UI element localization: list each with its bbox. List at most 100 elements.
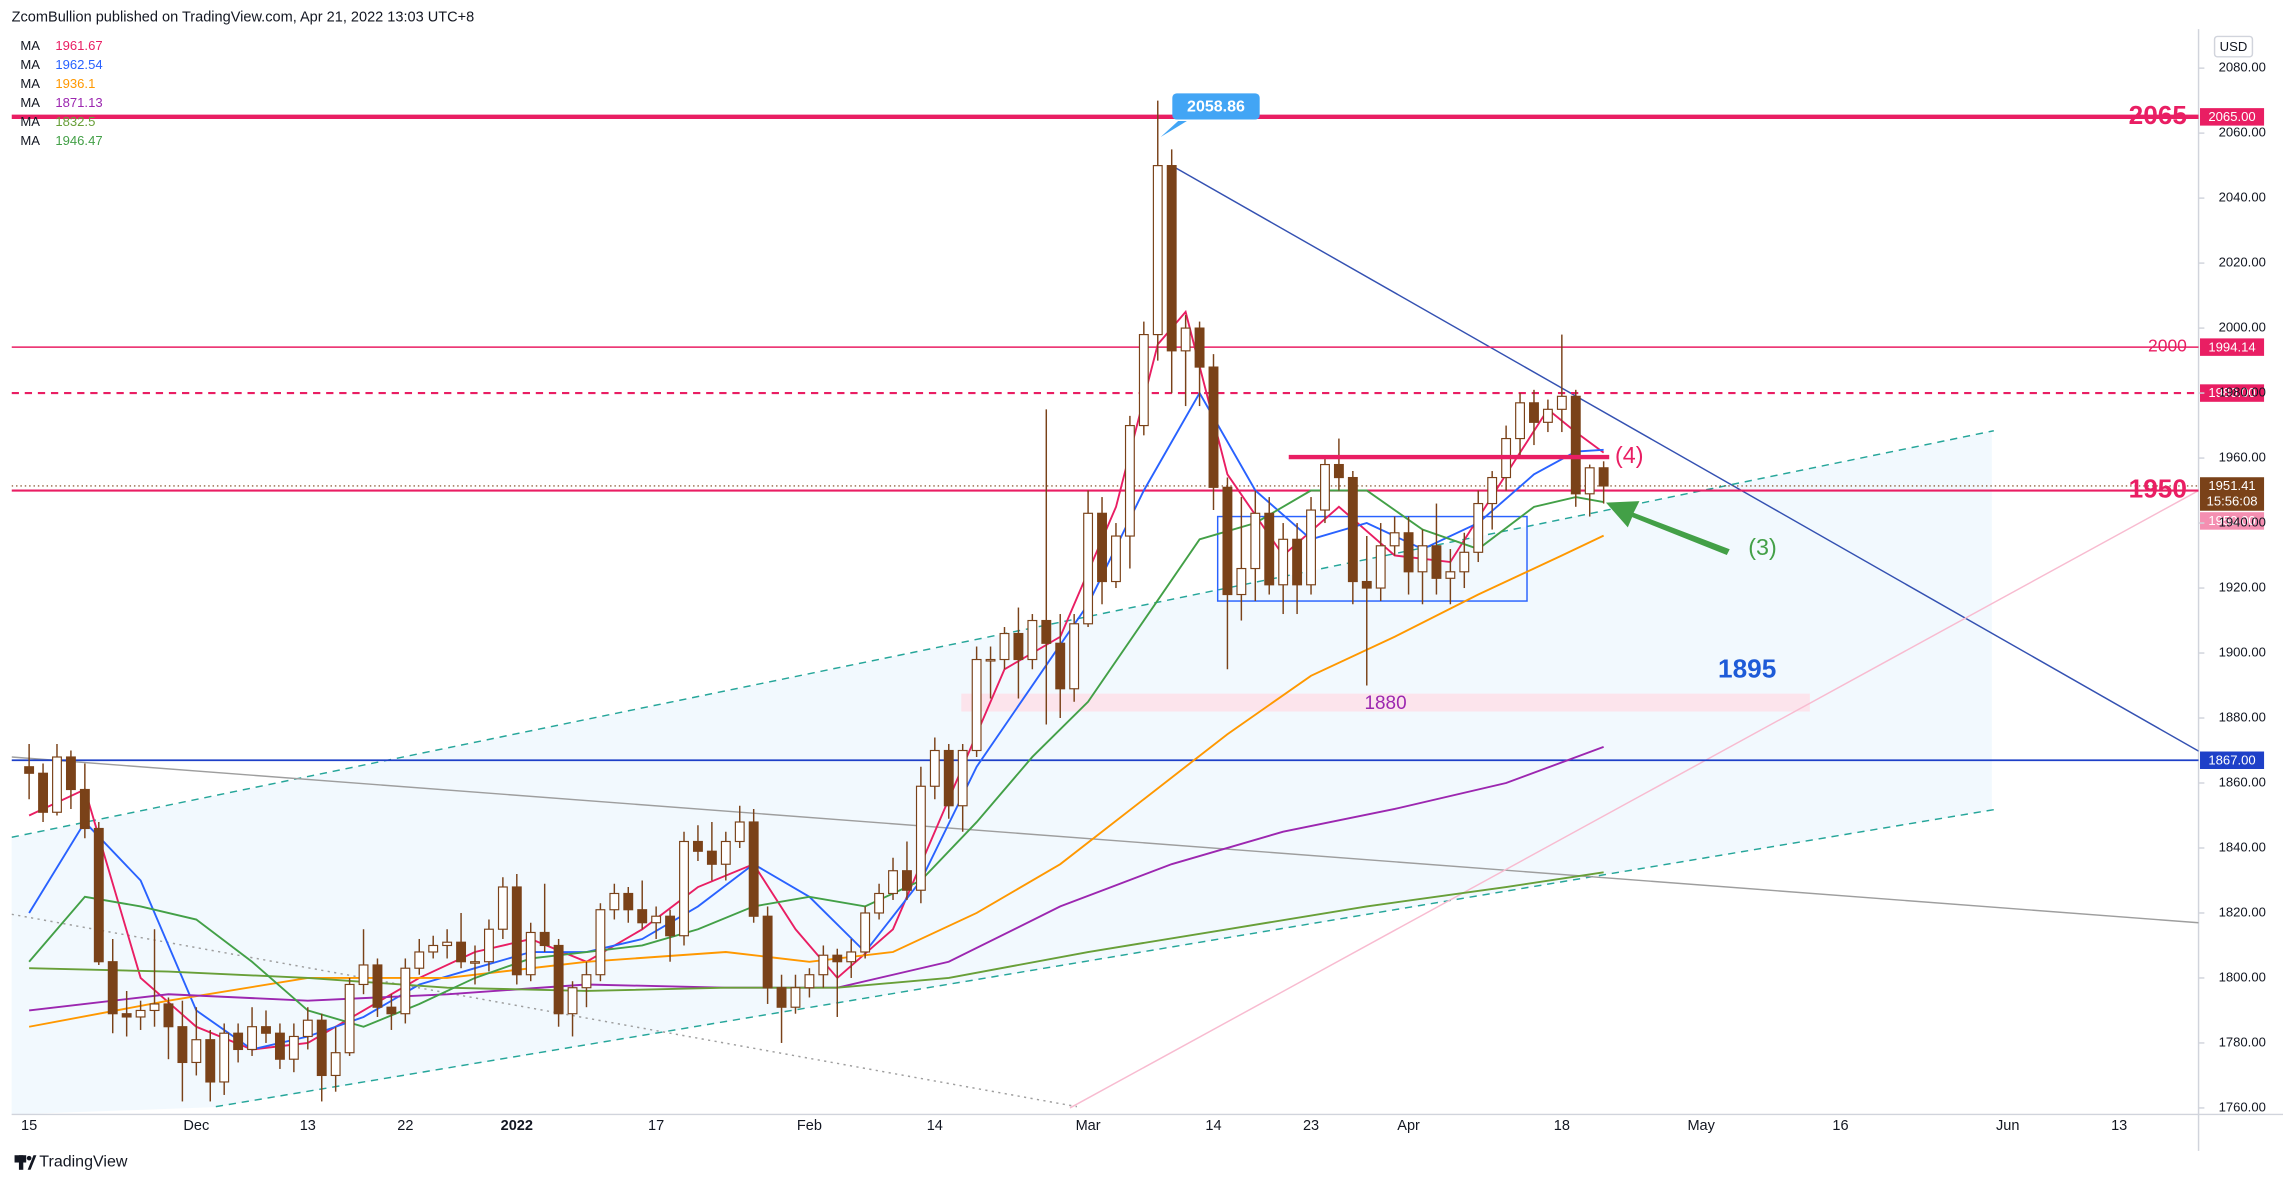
plot: 1880 [11,100,2199,1109]
y-tick-label: 1920.00 [2219,579,2266,594]
candle-body [1445,571,1456,579]
legend-value: 1946.47 [55,133,102,148]
candle-body [330,1052,341,1077]
candle-body [1069,623,1080,690]
callout-box [1172,93,1260,120]
candle-body [902,870,912,891]
y-tick-label: 1900.00 [2219,644,2266,659]
candle-body [818,954,829,976]
candle-body [804,974,815,989]
candle-body [692,840,703,852]
candle-body [1180,327,1191,352]
level-label: 2000 [2148,336,2187,356]
x-tick-label: Dec [183,1118,209,1134]
candle-body [888,870,898,895]
x-tick-label: Mar [1076,1118,1101,1134]
candle-body [1166,165,1177,352]
candle-body [24,766,35,774]
y-tick-label: 1960.00 [2219,450,2266,465]
x-tick-label: 14 [927,1118,943,1134]
legend-name: MA [20,95,40,110]
price-tag-label: 1867.00 [2208,752,2255,767]
candle-body [274,1032,285,1060]
candle-body [525,931,536,976]
candle-body [874,892,885,914]
candle-body [316,1019,327,1077]
candle-body [748,821,759,917]
candle-body [1459,551,1470,573]
candle-body [999,632,1010,661]
candle-body [344,983,355,1054]
candle-body [860,912,871,953]
candle-body [1236,567,1247,596]
candle-body [734,821,745,843]
legend-name: MA [20,57,40,72]
y-tick-label: 1760.00 [2219,1099,2266,1114]
candle-body [414,951,425,969]
x-tick-label: 23 [1303,1118,1319,1134]
candle-body [121,1013,132,1018]
candle-body [1222,486,1233,596]
last-price-label: 1951.41 [2208,478,2255,493]
x-tick-label: 16 [1832,1118,1848,1134]
candle-body [1487,476,1498,505]
candle-body [929,749,940,787]
note: 1895 [1718,653,1776,683]
currency-box [2213,35,2254,58]
moving-average [29,746,1604,1012]
trend-line [1171,164,2199,752]
candle-body [442,941,453,947]
candle-body [553,944,564,1015]
footer-brand: TradingView [39,1153,128,1171]
candle-body [163,1003,174,1028]
legend-value: 1962.54 [55,57,102,72]
price-tag [2200,338,2265,356]
callout-pointer [1160,121,1187,138]
candle-body [79,788,90,830]
candle-body [567,987,578,1015]
price-tag [2200,384,2265,402]
candle-body [776,987,787,1008]
price-tag-label: 2065.00 [2208,109,2255,124]
candle-body [65,756,76,791]
legend-value: 1832.5 [55,114,95,129]
candle-body [581,974,592,989]
candle-body [1347,476,1358,583]
last-price-tag [2200,477,2265,511]
candle-body [456,941,467,963]
logo [14,1155,37,1170]
legend-name: MA [20,76,40,91]
candle-body [1556,395,1567,410]
candle-body [1361,580,1372,589]
candle-body [358,964,369,986]
candle-body [400,967,411,1015]
y-tick-label: 2040.00 [2219,190,2266,205]
candle-body [706,850,717,865]
y-tick-label: 1780.00 [2219,1034,2266,1049]
candle-body [1097,512,1107,583]
candle-body [1570,395,1581,495]
candle-body [1417,545,1428,573]
candle-body [1264,512,1275,586]
candle-body [943,749,954,807]
candle-body [247,1026,258,1051]
candle-body [1083,512,1094,625]
price-tag-label: 1980.00 [2208,385,2255,400]
y-tick-label: 1820.00 [2219,904,2266,919]
range-box [1216,515,1528,602]
callout-label: 2058.86 [1187,97,1245,115]
candle-body [1598,467,1609,487]
candle-body [1194,327,1205,368]
candle-body [762,915,773,989]
candle-body [790,987,801,1008]
currency: USD [2220,39,2248,54]
candle-body [832,954,843,963]
candle-body [1208,366,1219,488]
candle-body [288,1035,299,1060]
x-tick-label: 14 [1205,1118,1221,1134]
y-tick-label: 2060.00 [2219,125,2266,140]
countdown-label: 15:56:08 [2207,493,2258,508]
note: (3) [1748,534,1776,560]
